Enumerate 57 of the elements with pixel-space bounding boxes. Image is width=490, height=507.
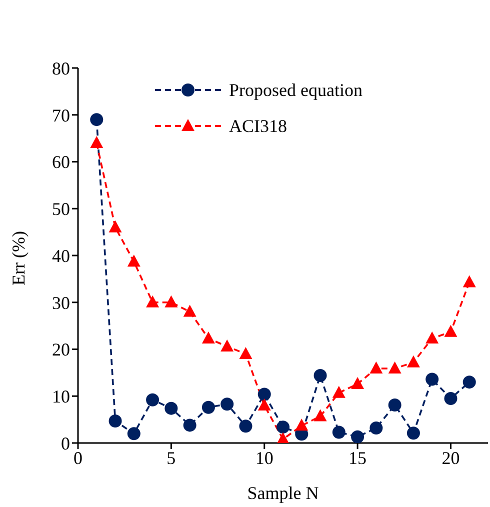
y-tick-label: 70: [52, 105, 70, 126]
point: [370, 361, 383, 374]
y-tick-label: 40: [52, 246, 70, 266]
point: [462, 275, 476, 288]
point: [220, 339, 234, 352]
point: [108, 220, 122, 232]
y-tick-label: 30: [52, 292, 70, 313]
point: [444, 392, 458, 405]
legend-label: ACI318: [229, 116, 287, 136]
point: [406, 355, 420, 368]
x-axis-title: Sample N: [247, 483, 319, 503]
point: [239, 420, 252, 433]
point: [220, 398, 234, 411]
point: [351, 430, 364, 443]
y-tick-label: 10: [52, 386, 70, 407]
x-tick-label: 10: [255, 448, 274, 468]
point: [164, 402, 178, 415]
point: [258, 388, 271, 401]
point: [239, 346, 252, 359]
point: [202, 331, 215, 344]
point: [444, 324, 458, 337]
point: [295, 418, 308, 431]
point: [183, 418, 196, 432]
legend-label: Proposed equation: [229, 80, 362, 100]
x-tick-label: 20: [442, 448, 460, 468]
point: [127, 427, 140, 440]
y-axis-title: Err (%): [8, 231, 28, 286]
point: [146, 295, 160, 308]
point: [146, 393, 160, 406]
point: [314, 369, 327, 382]
point: [370, 422, 383, 434]
x-tick-label: 0: [74, 448, 82, 468]
y-tick-label: 20: [52, 340, 70, 360]
point: [108, 414, 122, 428]
point: [258, 398, 271, 410]
point: [351, 376, 364, 389]
point: [332, 426, 346, 439]
point: [426, 331, 439, 344]
y-tick-label: 0: [61, 433, 70, 454]
y-tick-label: 60: [52, 152, 70, 172]
point: [90, 136, 104, 148]
point: [388, 398, 402, 412]
y-tick-label: 80: [52, 58, 70, 78]
point: [127, 254, 140, 267]
point: [276, 420, 290, 434]
point: [462, 376, 476, 389]
x-tick-label: 5: [166, 448, 176, 468]
point: [406, 426, 420, 440]
point: [183, 304, 196, 317]
y-tick-label: 50: [52, 199, 70, 220]
x-tick-label: 15: [348, 448, 367, 468]
point: [388, 361, 402, 374]
point: [332, 386, 346, 398]
point: [314, 409, 327, 422]
point: [164, 295, 178, 308]
point: [426, 372, 439, 386]
point: [202, 400, 215, 414]
